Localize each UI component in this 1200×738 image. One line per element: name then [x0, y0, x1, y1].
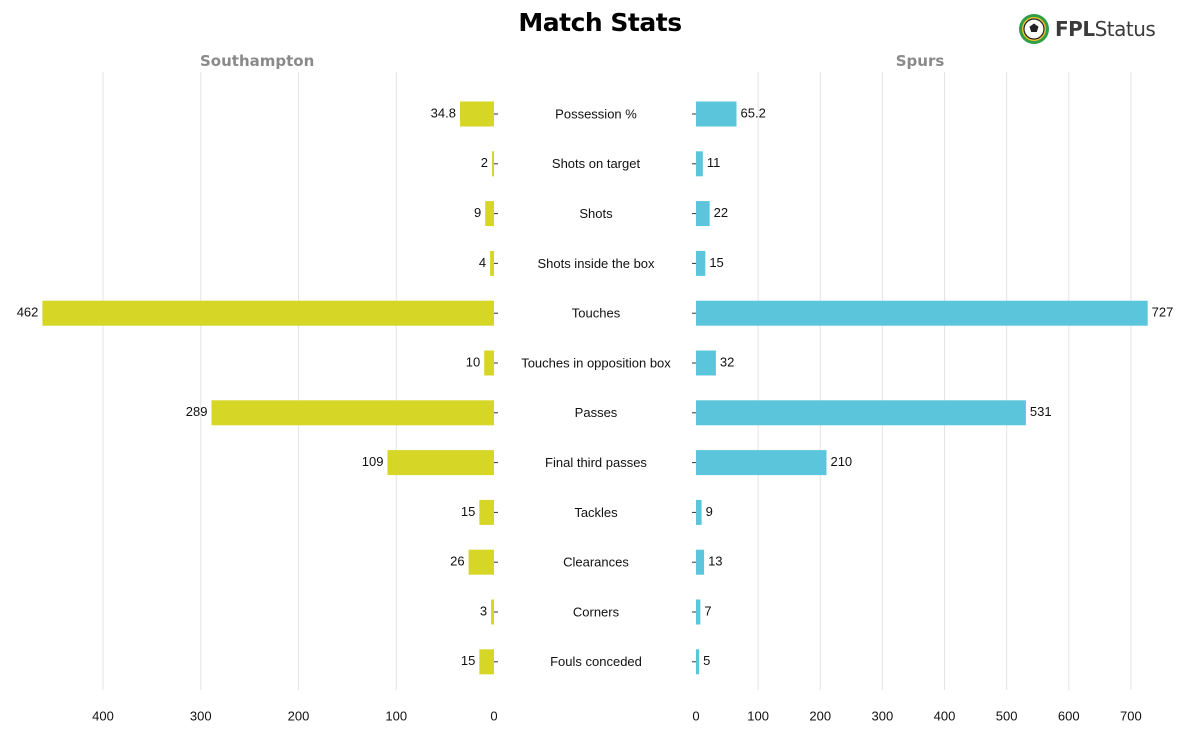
- right-axis-tick-label: 200: [809, 708, 831, 723]
- left-axis-tick-label: 400: [92, 708, 114, 723]
- value-label-spurs: 727: [1152, 305, 1174, 320]
- team-right-label: Spurs: [895, 52, 945, 70]
- value-label-spurs: 9: [706, 504, 713, 519]
- value-label-spurs: 531: [1030, 404, 1052, 419]
- category-label: Shots: [579, 206, 613, 221]
- bar-southampton: [490, 250, 494, 276]
- bar-southampton: [468, 549, 494, 575]
- value-label-spurs: 22: [714, 205, 728, 220]
- bar-spurs: [696, 549, 705, 575]
- bar-spurs: [696, 599, 701, 625]
- category-label: Shots inside the box: [537, 256, 655, 271]
- bar-southampton: [479, 649, 494, 675]
- bar-spurs: [696, 101, 737, 127]
- bar-southampton: [492, 151, 494, 177]
- value-label-southampton: 4: [479, 255, 486, 270]
- value-label-southampton: 3: [480, 603, 487, 618]
- category-label: Tackles: [574, 505, 618, 520]
- category-label: Fouls conceded: [550, 654, 642, 669]
- value-label-southampton: 289: [186, 404, 208, 419]
- team-left-label: Southampton: [200, 52, 315, 70]
- right-axis-tick-label: 100: [747, 708, 769, 723]
- bar-spurs: [696, 450, 827, 476]
- value-label-spurs: 32: [720, 354, 734, 369]
- brand-suffix: Status: [1094, 17, 1156, 41]
- left-axis-tick-label: 0: [490, 708, 497, 723]
- bar-southampton: [485, 201, 494, 227]
- bar-spurs: [696, 201, 710, 227]
- chart-title: Match Stats: [518, 8, 682, 37]
- value-label-southampton: 10: [466, 354, 480, 369]
- value-label-southampton: 9: [474, 205, 481, 220]
- value-label-southampton: 109: [362, 454, 384, 469]
- value-label-southampton: 15: [461, 504, 475, 519]
- left-axis-tick-label: 100: [385, 708, 407, 723]
- right-axis-tick-label: 300: [872, 708, 894, 723]
- value-label-southampton: 34.8: [431, 105, 456, 120]
- right-axis-tick-label: 700: [1120, 708, 1142, 723]
- category-label: Possession %: [555, 106, 637, 121]
- category-label: Final third passes: [545, 455, 647, 470]
- left-axis-tick-label: 300: [190, 708, 212, 723]
- value-label-spurs: 11: [707, 155, 721, 170]
- football-icon: [1019, 14, 1049, 44]
- category-label: Touches: [572, 306, 621, 321]
- bar-southampton: [491, 599, 494, 625]
- bar-spurs: [696, 300, 1148, 326]
- fplstatus-logo: FPLStatus: [1018, 12, 1156, 46]
- value-label-spurs: 15: [709, 255, 723, 270]
- category-label: Shots on target: [552, 156, 641, 171]
- value-label-southampton: 2: [481, 155, 488, 170]
- bar-southampton: [211, 400, 494, 426]
- bar-southampton: [479, 499, 494, 525]
- bar-spurs: [696, 499, 702, 525]
- value-label-spurs: 65.2: [741, 105, 766, 120]
- bar-southampton: [484, 350, 494, 376]
- value-label-spurs: 5: [703, 653, 710, 668]
- category-label: Clearances: [563, 555, 629, 570]
- brand-prefix: FPL: [1055, 17, 1095, 41]
- category-label: Corners: [573, 604, 620, 619]
- value-label-spurs: 13: [708, 554, 722, 569]
- right-axis-tick-label: 400: [934, 708, 956, 723]
- category-label: Passes: [575, 405, 618, 420]
- bar-spurs: [696, 350, 716, 376]
- bar-spurs: [696, 649, 700, 675]
- bar-southampton: [459, 101, 494, 127]
- bar-southampton: [42, 300, 495, 326]
- right-axis-tick-label: 600: [1058, 708, 1080, 723]
- value-label-spurs: 7: [704, 603, 711, 618]
- value-label-southampton: 462: [17, 305, 39, 320]
- value-label-spurs: 210: [830, 454, 852, 469]
- bar-southampton: [387, 450, 494, 476]
- brand-text: FPLStatus: [1055, 17, 1156, 41]
- right-axis-tick-label: 500: [996, 708, 1018, 723]
- value-label-southampton: 26: [450, 554, 464, 569]
- left-axis-tick-label: 200: [288, 708, 310, 723]
- right-axis-tick-label: 0: [692, 708, 699, 723]
- bar-spurs: [696, 400, 1026, 426]
- value-label-southampton: 15: [461, 653, 475, 668]
- category-label: Touches in opposition box: [521, 355, 671, 370]
- bar-spurs: [696, 151, 703, 177]
- bar-spurs: [696, 250, 706, 276]
